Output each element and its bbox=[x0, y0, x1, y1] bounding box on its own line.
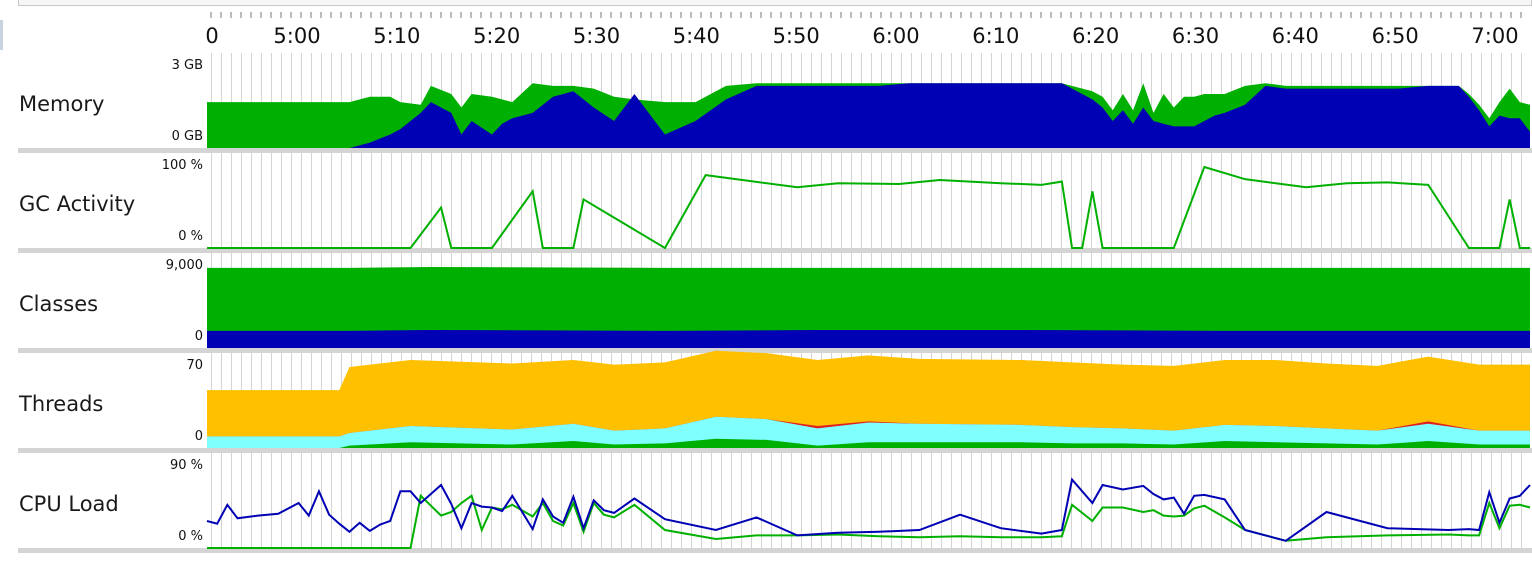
time-axis-label: 7:00 bbox=[1471, 24, 1519, 48]
time-axis-label: 5:10 bbox=[373, 24, 421, 48]
threads-max-tick: 70 bbox=[186, 358, 203, 373]
classes-min-tick: 0 bbox=[194, 329, 203, 344]
time-axis-label: 5:20 bbox=[473, 24, 521, 48]
gc-max-tick: 100 % bbox=[161, 158, 203, 173]
time-axis-label: 5:40 bbox=[672, 24, 720, 48]
time-axis-label: 6:00 bbox=[872, 24, 920, 48]
threads-running-area bbox=[207, 438, 1530, 448]
gc-activity-line bbox=[207, 165, 1530, 250]
memory-used-area bbox=[207, 83, 1530, 148]
lane-separator bbox=[18, 248, 1532, 253]
gc-activity-lane-label: GC Activity bbox=[19, 192, 136, 216]
memory-min-tick: 0 GB bbox=[171, 129, 203, 144]
left-edge-strip bbox=[0, 20, 3, 50]
threads-min-tick: 0 bbox=[194, 429, 203, 444]
cpu-machine-line bbox=[206, 477, 1531, 542]
threads-waiting-area bbox=[207, 350, 1530, 448]
gc-min-tick: 0 % bbox=[178, 229, 203, 244]
lane-separator bbox=[18, 348, 1532, 353]
cpu-max-tick: 90 % bbox=[169, 458, 203, 473]
time-axis-label: 6:30 bbox=[1171, 24, 1220, 48]
time-axis-label: 5:50 bbox=[772, 24, 820, 48]
time-axis-label: 5:30 bbox=[572, 24, 621, 48]
threads-timed-waiting-area bbox=[207, 416, 1530, 448]
time-axis-label: 6:40 bbox=[1271, 24, 1319, 48]
memory-max-tick: 3 GB bbox=[171, 58, 203, 73]
classes-unloaded-area bbox=[207, 330, 1530, 348]
memory-lane-label: Memory bbox=[19, 92, 105, 116]
cpu-load-lane-label: CPU Load bbox=[19, 492, 119, 516]
lane-separator bbox=[18, 148, 1532, 153]
time-axis-label: 0 bbox=[205, 24, 219, 48]
time-axis-label: 5:00 bbox=[273, 24, 321, 48]
classes-loaded-area bbox=[207, 267, 1530, 348]
threads-lane-label: Threads bbox=[19, 392, 104, 416]
classes-lane-label: Classes bbox=[19, 292, 99, 316]
lane-separator bbox=[18, 448, 1532, 453]
time-axis-label: 6:10 bbox=[972, 24, 1020, 48]
cpu-jvm-line bbox=[207, 493, 1531, 549]
time-axis-label: 6:20 bbox=[1072, 24, 1120, 48]
cpu-min-tick: 0 % bbox=[178, 529, 203, 544]
classes-max-tick: 9,000 bbox=[165, 258, 203, 273]
lane-separator bbox=[18, 548, 1532, 553]
time-axis-label: 6:50 bbox=[1371, 24, 1419, 48]
